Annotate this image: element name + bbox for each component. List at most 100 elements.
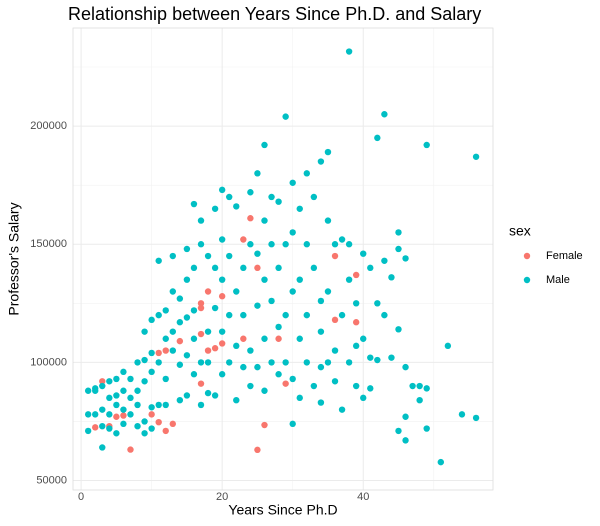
point — [409, 382, 416, 390]
point — [155, 359, 162, 366]
point — [183, 314, 191, 321]
point — [162, 307, 169, 314]
point — [282, 241, 289, 248]
point — [247, 189, 254, 196]
point — [331, 241, 339, 248]
point — [204, 389, 212, 397]
point — [190, 200, 198, 208]
point — [127, 446, 134, 453]
point — [303, 170, 311, 177]
point — [275, 323, 282, 331]
point — [218, 371, 226, 378]
point — [352, 300, 360, 307]
point — [141, 418, 148, 425]
point — [84, 427, 92, 435]
point — [360, 335, 367, 342]
point — [183, 276, 191, 283]
point — [120, 412, 127, 419]
point — [106, 378, 113, 385]
point — [190, 264, 198, 272]
point — [268, 359, 275, 366]
point — [289, 375, 296, 383]
point — [261, 217, 268, 224]
point — [92, 387, 99, 394]
point — [204, 252, 212, 260]
point — [176, 319, 184, 326]
point — [162, 401, 169, 409]
point — [317, 328, 325, 335]
point — [226, 311, 233, 319]
point — [211, 264, 219, 272]
point — [296, 394, 303, 402]
point — [218, 186, 226, 194]
point — [472, 414, 480, 422]
point — [176, 361, 184, 368]
point — [338, 406, 346, 413]
legend-marker — [523, 276, 531, 284]
point — [317, 297, 325, 305]
point — [106, 411, 113, 418]
legend-label: Male — [546, 274, 570, 286]
point — [275, 335, 282, 342]
point — [218, 340, 226, 347]
point — [99, 444, 106, 451]
point — [233, 396, 240, 404]
x-axis-label: Years Since Ph.D — [228, 502, 337, 518]
point — [120, 406, 127, 413]
point — [472, 153, 480, 160]
point — [275, 371, 282, 378]
point — [261, 335, 268, 342]
point — [282, 311, 289, 319]
point — [176, 337, 184, 345]
point — [261, 276, 268, 283]
point — [324, 217, 332, 224]
point — [345, 48, 353, 55]
x-tick-label: 0 — [78, 491, 84, 503]
point — [282, 380, 289, 387]
point — [183, 392, 191, 399]
point — [331, 347, 339, 354]
point — [367, 385, 374, 392]
point — [183, 352, 191, 359]
point — [367, 264, 374, 272]
point — [141, 328, 148, 335]
point — [218, 293, 226, 300]
point — [381, 311, 388, 319]
point — [148, 368, 155, 376]
point — [402, 413, 409, 420]
point — [289, 179, 296, 186]
point — [92, 411, 99, 418]
point — [324, 288, 332, 295]
point — [338, 236, 346, 243]
point — [141, 378, 148, 385]
point — [176, 295, 184, 302]
point — [240, 264, 247, 272]
point — [162, 335, 169, 342]
point — [113, 401, 120, 409]
point — [169, 420, 176, 428]
point — [197, 401, 205, 409]
point — [99, 422, 106, 430]
point — [352, 342, 360, 350]
point — [296, 335, 303, 342]
point — [134, 401, 141, 409]
point — [99, 382, 106, 390]
point — [317, 363, 325, 371]
point — [120, 420, 127, 428]
point — [247, 241, 254, 248]
point — [388, 274, 395, 281]
point — [247, 215, 254, 222]
y-tick-label: 50000 — [36, 474, 67, 486]
point — [106, 394, 113, 402]
y-tick-label: 150000 — [30, 238, 67, 250]
point — [106, 425, 113, 432]
panel-border — [72, 27, 494, 491]
point — [331, 316, 339, 324]
point — [338, 311, 346, 319]
point — [345, 359, 353, 366]
point — [176, 396, 184, 404]
point — [240, 363, 247, 371]
point — [218, 276, 226, 283]
